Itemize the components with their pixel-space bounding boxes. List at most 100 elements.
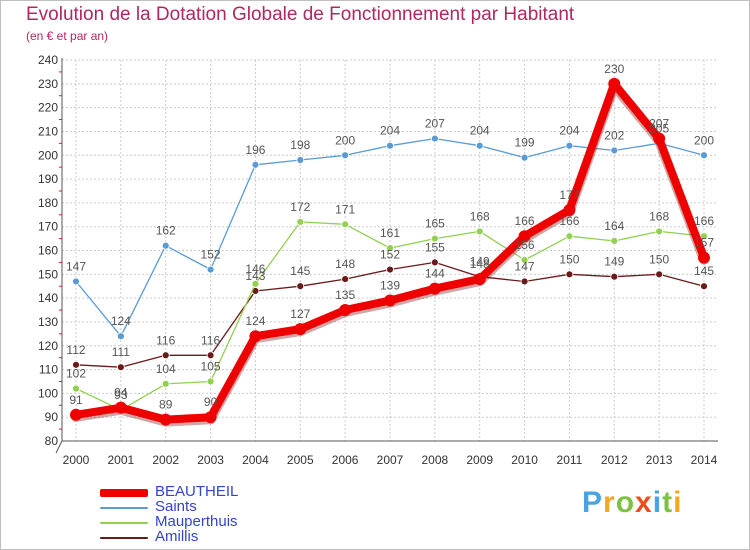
data-point xyxy=(72,384,80,393)
data-point xyxy=(700,282,708,291)
data-label: 150 xyxy=(559,252,579,266)
data-label: 156 xyxy=(515,238,535,252)
legend-item-saints: Saints xyxy=(100,498,360,515)
x-tick-label: 2013 xyxy=(646,453,673,467)
data-label: 139 xyxy=(380,279,400,293)
y-tick-label: 130 xyxy=(38,315,58,329)
data-label: 177 xyxy=(559,188,579,202)
x-tick-label: 2011 xyxy=(557,453,583,467)
data-point xyxy=(70,408,82,421)
series-saints xyxy=(72,134,708,341)
y-tick-label: 150 xyxy=(38,267,58,281)
data-label: 149 xyxy=(470,255,490,269)
x-tick-label: 2006 xyxy=(332,453,359,467)
x-tick-label: 2007 xyxy=(377,453,404,467)
data-label: 105 xyxy=(201,359,221,373)
data-label: 155 xyxy=(425,240,445,254)
data-point xyxy=(296,282,305,291)
data-point xyxy=(206,377,215,386)
data-point xyxy=(206,351,215,360)
data-point xyxy=(161,379,170,388)
data-point xyxy=(655,227,664,236)
data-point xyxy=(475,141,484,150)
data-label: 196 xyxy=(245,143,265,157)
data-point xyxy=(386,141,394,150)
data-label: 207 xyxy=(649,117,669,131)
data-label: 166 xyxy=(559,214,579,228)
x-tick-label: 2003 xyxy=(197,453,224,467)
data-point xyxy=(206,265,215,274)
y-tick-label: 230 xyxy=(38,77,58,91)
data-label: 89 xyxy=(159,398,173,412)
legend-label: Amillis xyxy=(155,528,199,545)
data-label: 164 xyxy=(604,219,624,233)
x-tick-label: 2010 xyxy=(511,453,538,467)
data-label: 171 xyxy=(335,202,355,216)
data-label: 168 xyxy=(470,209,490,223)
data-label: 93 xyxy=(114,388,128,402)
x-tick-label: 2005 xyxy=(287,453,314,467)
data-label: 104 xyxy=(156,362,176,376)
data-point xyxy=(698,251,710,264)
data-point xyxy=(114,401,127,414)
y-tick-label: 90 xyxy=(45,410,59,424)
data-label: 157 xyxy=(694,236,714,250)
data-label: 144 xyxy=(425,267,445,281)
data-label: 204 xyxy=(470,124,490,138)
legend-swatch xyxy=(100,507,148,509)
data-point xyxy=(251,279,260,288)
data-label: 143 xyxy=(245,269,265,283)
y-tick-label: 110 xyxy=(39,363,58,377)
data-label: 204 xyxy=(380,124,400,138)
data-label: 147 xyxy=(66,259,86,273)
data-label: 145 xyxy=(694,264,714,278)
data-label: 230 xyxy=(604,62,624,76)
data-label: 152 xyxy=(201,248,221,262)
data-label: 205 xyxy=(649,121,669,135)
data-point xyxy=(700,232,708,241)
x-tick-label: 2012 xyxy=(601,453,628,467)
legend-item-mauperthuis: Mauperthuis xyxy=(100,513,360,530)
x-tick-label: 2008 xyxy=(422,453,449,467)
data-point xyxy=(251,160,260,169)
data-label: 102 xyxy=(66,367,86,381)
logo-letter: r xyxy=(603,486,616,519)
data-point xyxy=(249,330,262,343)
legend-item-beautheil: BEAUTHEIL xyxy=(100,483,360,500)
legend-swatch xyxy=(100,522,148,524)
data-point xyxy=(430,134,439,143)
data-point xyxy=(430,234,439,243)
data-point xyxy=(520,153,529,162)
data-point xyxy=(341,151,350,160)
data-point xyxy=(475,227,484,236)
logo-letter: x xyxy=(635,486,653,519)
data-label: 145 xyxy=(290,264,310,278)
logo-letter: o xyxy=(615,486,636,519)
legend-label: Saints xyxy=(155,498,197,515)
data-point xyxy=(520,256,529,264)
data-label: 149 xyxy=(604,255,624,269)
x-tick-label: 2000 xyxy=(63,453,90,467)
data-label: 161 xyxy=(380,226,400,240)
proxiti-logo: Proxiti xyxy=(582,486,682,520)
data-label: 112 xyxy=(66,343,85,357)
logo-letter: P xyxy=(582,486,604,519)
data-label: 168 xyxy=(649,209,669,223)
data-label: 146 xyxy=(245,262,265,276)
chart-title: Evolution de la Dotation Globale de Fonc… xyxy=(26,4,575,25)
data-label: 90 xyxy=(204,395,218,409)
data-label: 207 xyxy=(425,117,445,131)
data-label: 200 xyxy=(694,133,714,147)
data-label: 204 xyxy=(559,124,579,138)
data-label: 162 xyxy=(156,224,176,238)
data-point xyxy=(610,237,619,245)
data-label: 198 xyxy=(290,138,310,152)
data-label: 172 xyxy=(290,200,310,214)
x-tick-label: 2001 xyxy=(108,453,135,467)
data-point xyxy=(384,294,396,307)
data-point xyxy=(294,323,307,336)
data-point xyxy=(518,230,531,243)
data-label: 116 xyxy=(201,333,220,347)
data-label: 94 xyxy=(114,386,128,400)
data-point xyxy=(296,156,305,164)
